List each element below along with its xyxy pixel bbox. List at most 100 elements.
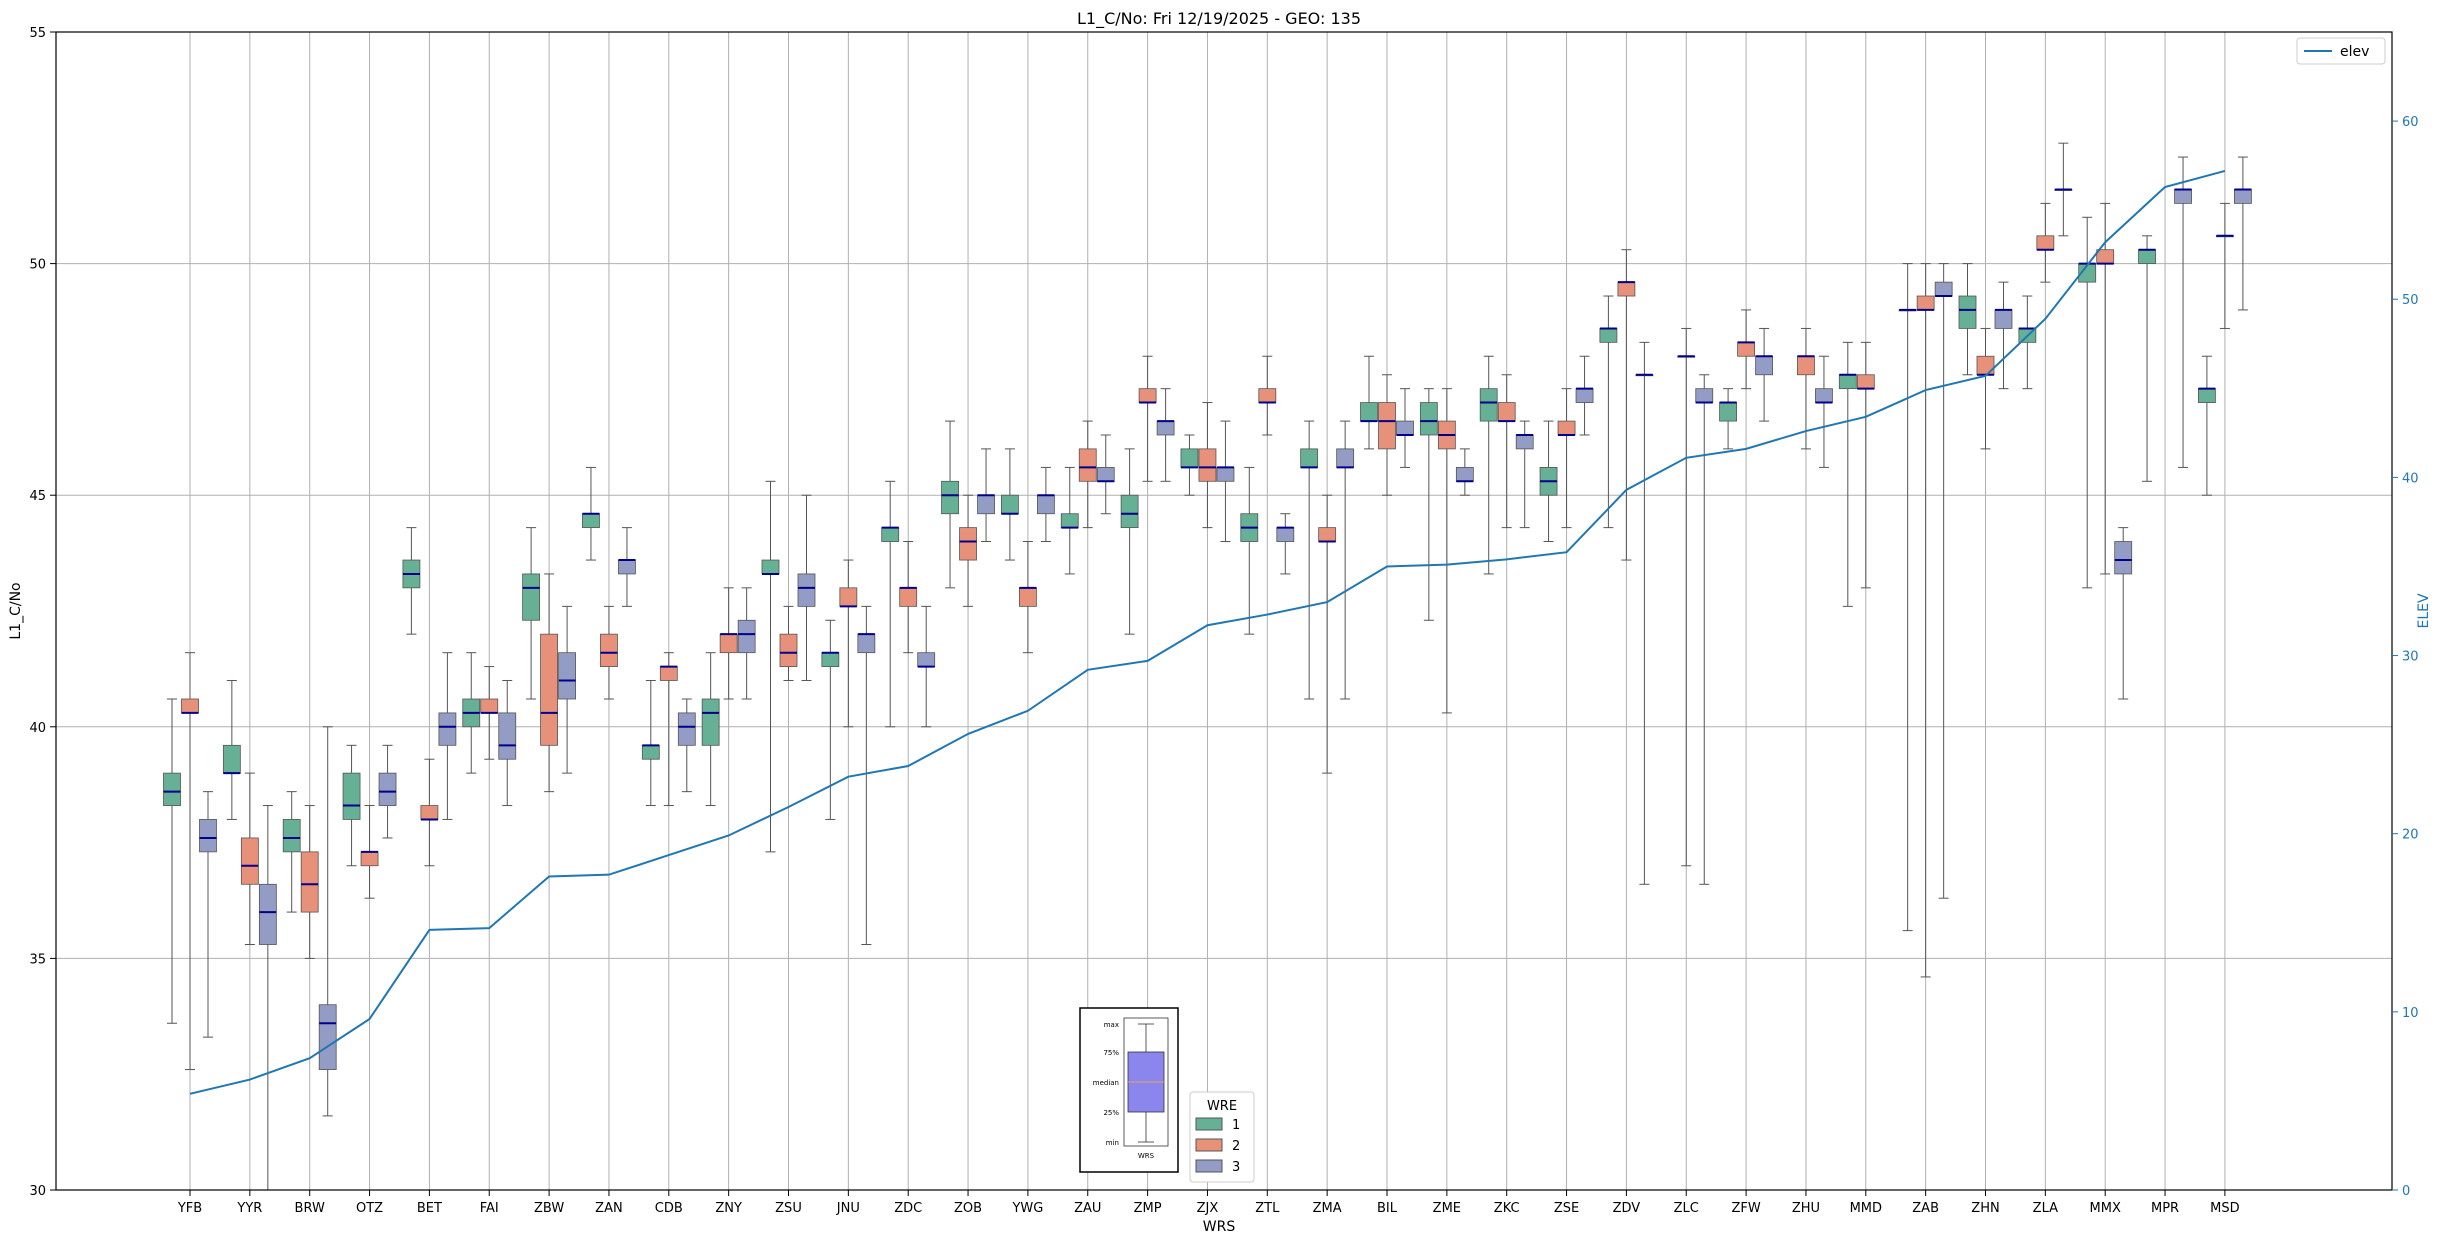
box-wre3-BIL — [1396, 388, 1414, 468]
box-iqr — [498, 712, 517, 760]
box-wre1-OTZ — [342, 744, 361, 867]
box-iqr — [480, 698, 499, 714]
box-iqr — [240, 837, 259, 885]
box-wre3-ZOB — [977, 448, 995, 543]
box-wre2-JNU — [839, 559, 858, 728]
box-wre3-YWG — [1037, 466, 1055, 543]
x-tick-label: ZDC — [894, 1201, 922, 1216]
box-wre2-ZAB — [1916, 263, 1935, 978]
box-iqr — [1198, 448, 1217, 482]
box-wre3-ZBW — [558, 605, 576, 774]
x-tick-label: ZAB — [1912, 1201, 1939, 1216]
x-tick-label: BET — [417, 1201, 442, 1216]
box-wre3-ZAB — [1934, 263, 1953, 899]
box-iqr — [1497, 402, 1516, 422]
x-tick-label: YYR — [236, 1201, 262, 1216]
box-wre3-OTZ — [378, 744, 397, 839]
box-iqr — [618, 559, 636, 575]
y-tick-label: 45 — [29, 489, 46, 504]
y-tick-label: 50 — [29, 258, 46, 273]
box-iqr — [1078, 448, 1097, 482]
box-wre3-YFB — [199, 791, 217, 1038]
box-iqr — [1216, 467, 1235, 482]
box-wre3-JNU — [857, 605, 876, 946]
key-label-min: min — [1106, 1139, 1119, 1147]
box-iqr — [1719, 402, 1737, 422]
box-wre1-MMD — [1838, 341, 1857, 607]
x-tick-label: ZHU — [1792, 1201, 1820, 1216]
x-tick-label: ZLA — [2033, 1201, 2058, 1216]
box-wre2-CDB — [659, 652, 678, 807]
box-wre2-BET — [420, 758, 439, 867]
y-axis-right-label: ELEV — [2416, 593, 2432, 628]
box-iqr — [522, 573, 540, 621]
box-iqr — [1599, 328, 1618, 343]
box-wre2-ZKC — [1497, 374, 1516, 529]
box-iqr — [899, 587, 918, 607]
box-wre1-YFB — [163, 698, 181, 1024]
box-iqr — [1300, 448, 1319, 468]
wre-legend: WRE 1 2 3 — [1189, 1091, 1255, 1183]
box-wre2-ZAN — [600, 605, 618, 700]
box-wre3-MPR — [2174, 156, 2192, 468]
x-tick-label: ZMP — [1134, 1201, 1162, 1216]
box-wre3-MSD — [2233, 156, 2252, 311]
y-tick-label: 40 — [29, 721, 46, 736]
box-iqr — [2138, 249, 2156, 264]
box-iqr — [1976, 355, 1995, 376]
box-iqr — [1934, 281, 1953, 297]
box-iqr — [1479, 388, 1498, 422]
box-wre2-ZME — [1437, 388, 1456, 714]
box-wre3-YYR — [258, 805, 277, 1191]
box-wre1-ZME — [1419, 388, 1438, 621]
box-iqr — [600, 633, 618, 667]
box-iqr — [2233, 189, 2252, 204]
box-iqr — [342, 772, 361, 820]
box-iqr — [821, 652, 840, 667]
box-wre2-ZLC — [1677, 327, 1696, 867]
grid-layer — [56, 31, 2392, 1191]
box-iqr — [1001, 494, 1019, 515]
box-wre3-CDB — [677, 698, 696, 793]
box-iqr — [378, 772, 397, 806]
box-wre1-MPR — [2138, 235, 2156, 482]
box-wre2-YFB — [181, 652, 199, 1071]
box-wre2-YWG — [1019, 541, 1037, 654]
box-iqr — [941, 480, 959, 515]
box-wre1-ZSE — [1539, 420, 1558, 543]
box-wre1-ZTL — [1240, 466, 1259, 635]
box-iqr — [1994, 309, 2013, 329]
x-tick-label: JNU — [836, 1201, 860, 1216]
line-legend: elev — [2296, 37, 2386, 65]
box-wre1-ZJX — [1180, 434, 1199, 496]
box-wre1-MMX — [2078, 216, 2097, 589]
x-tick-label: BRW — [295, 1201, 325, 1216]
box-wre3-ZAN — [618, 527, 636, 607]
y-tick-label: 30 — [29, 1184, 46, 1199]
box-wre2-ZNY — [719, 587, 738, 700]
box-wre3-ZLA — [2054, 142, 2073, 237]
box-wre3-ZMA — [1336, 420, 1355, 700]
x-tick-label: YFB — [177, 1201, 202, 1216]
box-iqr — [300, 851, 319, 913]
box-iqr — [1455, 467, 1474, 482]
box-wre3-ZSE — [1575, 355, 1594, 436]
box-wre2-BRW — [300, 805, 319, 959]
key-xlabel: WRS — [1138, 1152, 1155, 1160]
box-wre3-ZKC — [1515, 420, 1534, 529]
box-iqr — [1019, 587, 1037, 607]
box-wre1-BET — [402, 527, 421, 635]
x-tick-label: ZNY — [715, 1201, 742, 1216]
box-iqr — [659, 666, 678, 681]
box-wre2-ZTL — [1258, 355, 1277, 436]
box-iqr — [1815, 388, 1833, 403]
box-wre1-ZBW — [522, 527, 540, 700]
box-wre2-BIL — [1378, 374, 1396, 496]
box-wre2-ZSE — [1557, 388, 1576, 529]
legend-swatch-2 — [1195, 1138, 1223, 1152]
x-tick-label: ZME — [1433, 1201, 1461, 1216]
box-wre2-ZMP — [1138, 355, 1157, 482]
box-wre1-ZAB — [1898, 263, 1917, 932]
box-iqr — [737, 619, 756, 654]
